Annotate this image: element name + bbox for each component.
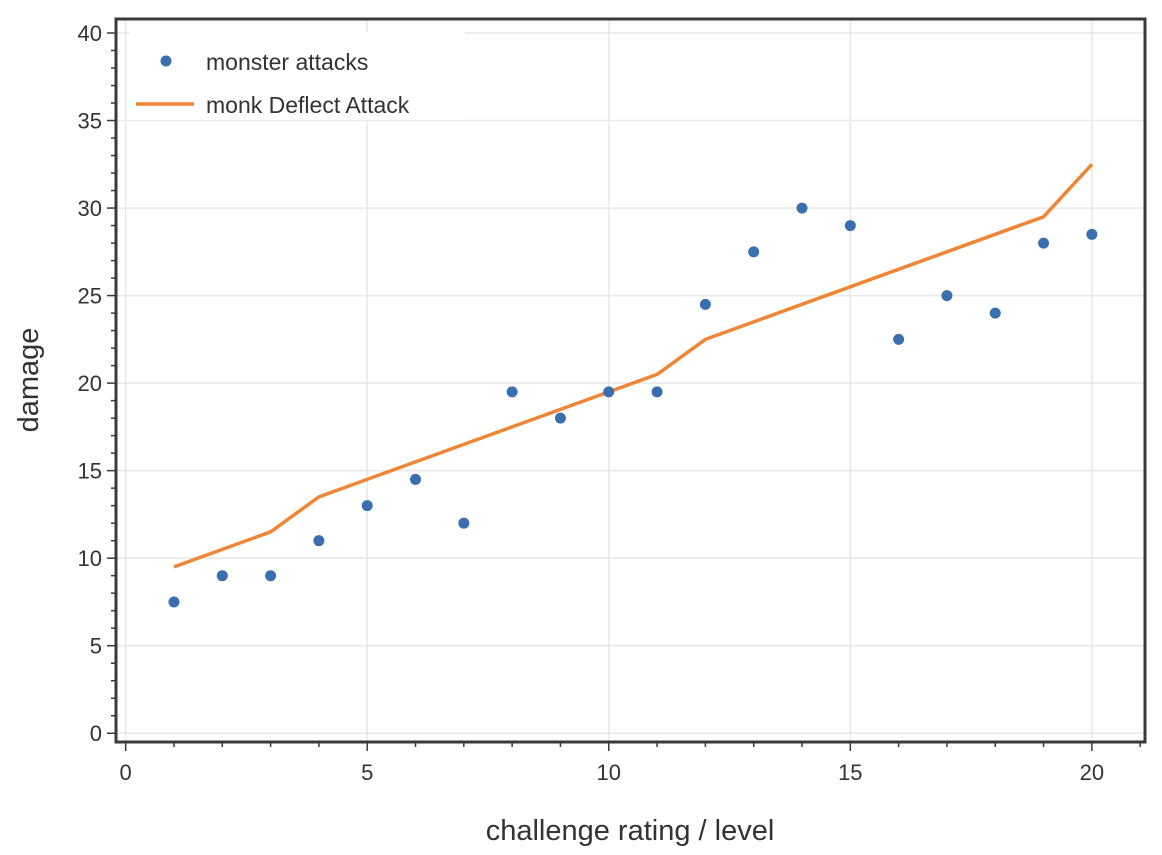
y-tick-label: 20 xyxy=(78,371,102,396)
plot-frame xyxy=(114,17,1147,744)
series-layer xyxy=(168,163,1098,608)
data-point xyxy=(216,570,228,582)
y-tick-label: 5 xyxy=(90,634,102,659)
data-point xyxy=(1038,237,1050,249)
y-tick-label: 40 xyxy=(78,21,102,46)
legend: monster attacks monk Deflect Attack xyxy=(130,32,465,120)
grid-lines xyxy=(116,19,1145,742)
x-tick-label: 10 xyxy=(597,760,621,785)
axes: 0 5 10 15 20 0 5 10 15 20 25 30 35 40 xyxy=(78,21,1141,785)
data-point xyxy=(941,290,953,302)
data-point xyxy=(554,412,566,424)
legend-label-monster-attacks: monster attacks xyxy=(206,49,368,75)
y-tick-label: 15 xyxy=(78,459,102,484)
y-tick-label: 0 xyxy=(90,721,102,746)
data-point xyxy=(506,386,518,398)
data-point xyxy=(458,517,470,529)
x-tick-label: 15 xyxy=(838,760,862,785)
data-point xyxy=(989,307,1001,319)
x-tick-label: 5 xyxy=(361,760,373,785)
data-point xyxy=(410,473,422,485)
y-axis-title: damage xyxy=(13,328,45,433)
data-point xyxy=(361,500,373,512)
data-point xyxy=(893,333,905,345)
data-point xyxy=(748,246,760,258)
y-tick-label: 30 xyxy=(78,196,102,221)
data-point xyxy=(168,596,180,608)
data-point xyxy=(1086,228,1098,240)
y-tick-label: 10 xyxy=(78,546,102,571)
x-tick-label: 0 xyxy=(120,760,132,785)
data-point xyxy=(265,570,277,582)
series-line-monk-deflect-attack xyxy=(173,163,1094,569)
data-point xyxy=(313,535,325,547)
y-tick-label: 25 xyxy=(78,284,102,309)
legend-label-monk-deflect-attack: monk Deflect Attack xyxy=(206,92,410,118)
data-point xyxy=(603,386,615,398)
x-tick-label: 20 xyxy=(1080,760,1104,785)
data-point xyxy=(651,386,663,398)
x-axis-title: challenge rating / level xyxy=(486,815,775,847)
y-tick-label: 35 xyxy=(78,109,102,134)
legend-marker-monster-attacks xyxy=(160,55,172,67)
data-point xyxy=(796,202,808,214)
data-point xyxy=(699,298,711,310)
data-point xyxy=(844,220,856,232)
